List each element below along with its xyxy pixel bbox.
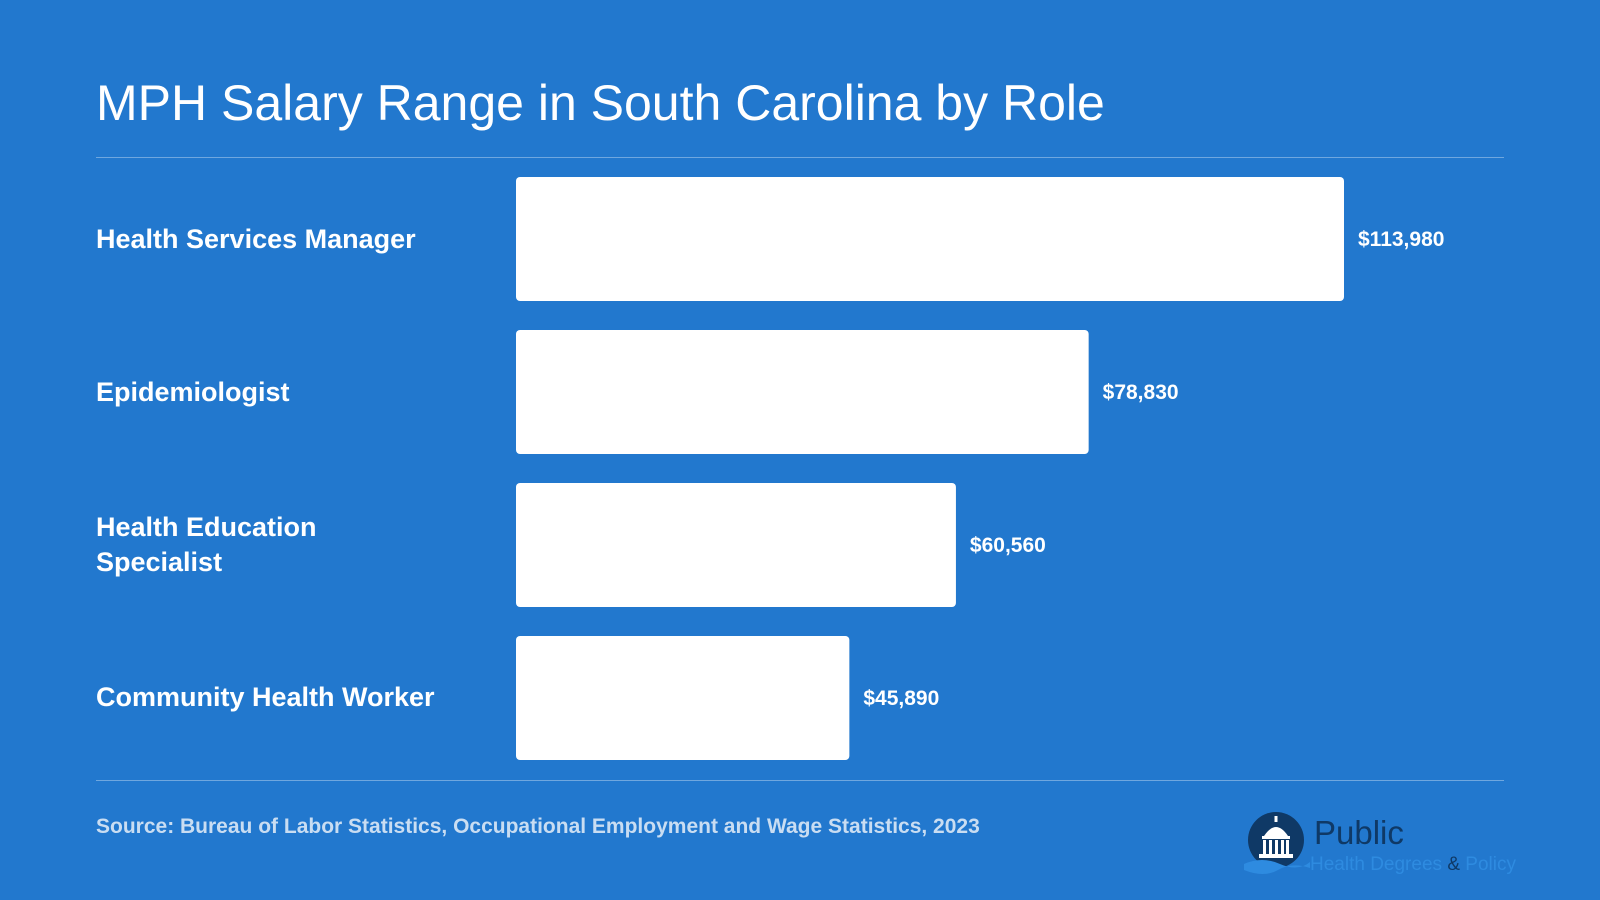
bar-health-education-specialist [516,483,956,607]
category-label-community-health-worker: Community Health Worker [96,682,435,712]
publisher-logo: Public Health Degrees & Policy [1244,808,1516,882]
logo-wordmark: Public [1314,814,1404,851]
source-note: Source: Bureau of Labor Statistics, Occu… [96,815,980,838]
value-label-health-education-specialist: $60,560 [970,534,1046,557]
value-label-community-health-worker: $45,890 [863,687,939,710]
logo-tagline: Health Degrees & Policy [1310,854,1516,875]
category-label-epidemiologist: Epidemiologist [96,377,290,407]
category-label-health-education-specialist: Health Education Specialist [96,512,317,577]
capitol-icon [1244,812,1310,874]
bar-community-health-worker [516,636,850,760]
bar-health-services-manager [516,177,1344,301]
category-label-health-services-manager: Health Services Manager [96,224,416,254]
bottom-divider [96,780,1504,781]
bar-epidemiologist [516,330,1089,454]
value-label-health-services-manager: $113,980 [1358,228,1444,251]
top-divider [96,157,1504,158]
value-label-epidemiologist: $78,830 [1103,381,1179,404]
chart-title: MPH Salary Range in South Carolina by Ro… [96,75,1105,131]
